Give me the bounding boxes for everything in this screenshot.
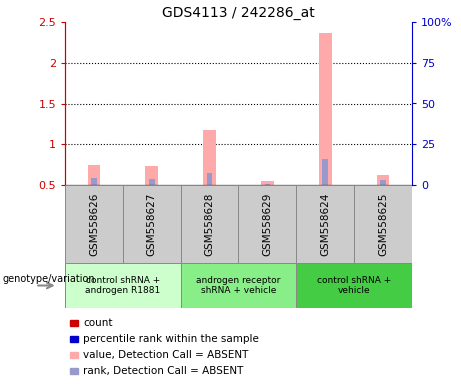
- Bar: [149, 179, 154, 185]
- Text: GSM558625: GSM558625: [378, 192, 388, 256]
- Bar: [265, 184, 270, 185]
- Text: GSM558624: GSM558624: [320, 192, 330, 256]
- Bar: [380, 180, 386, 185]
- Bar: [181, 185, 238, 263]
- Text: control shRNA +
vehicle: control shRNA + vehicle: [317, 276, 391, 295]
- Text: count: count: [83, 318, 112, 328]
- Bar: [65, 263, 181, 308]
- Bar: [203, 129, 216, 185]
- Text: GSM558626: GSM558626: [89, 192, 99, 256]
- Bar: [296, 263, 412, 308]
- Text: GSM558628: GSM558628: [205, 192, 214, 256]
- Text: control shRNA +
androgen R1881: control shRNA + androgen R1881: [85, 276, 160, 295]
- Bar: [296, 185, 354, 263]
- Text: androgen receptor
shRNA + vehicle: androgen receptor shRNA + vehicle: [196, 276, 281, 295]
- Text: GSM558629: GSM558629: [262, 192, 272, 256]
- Text: GSM558627: GSM558627: [147, 192, 157, 256]
- Bar: [261, 181, 274, 185]
- Bar: [123, 185, 181, 263]
- Bar: [91, 178, 97, 185]
- Bar: [181, 263, 296, 308]
- Text: rank, Detection Call = ABSENT: rank, Detection Call = ABSENT: [83, 366, 243, 376]
- Bar: [377, 175, 390, 185]
- Bar: [322, 159, 328, 185]
- Bar: [207, 173, 213, 185]
- Bar: [319, 33, 331, 185]
- Text: percentile rank within the sample: percentile rank within the sample: [83, 334, 259, 344]
- Bar: [145, 166, 158, 185]
- Text: genotype/variation: genotype/variation: [2, 273, 95, 284]
- Text: value, Detection Call = ABSENT: value, Detection Call = ABSENT: [83, 350, 248, 360]
- Bar: [88, 165, 100, 185]
- Title: GDS4113 / 242286_at: GDS4113 / 242286_at: [162, 6, 315, 20]
- Bar: [354, 185, 412, 263]
- Bar: [65, 185, 123, 263]
- Bar: [238, 185, 296, 263]
